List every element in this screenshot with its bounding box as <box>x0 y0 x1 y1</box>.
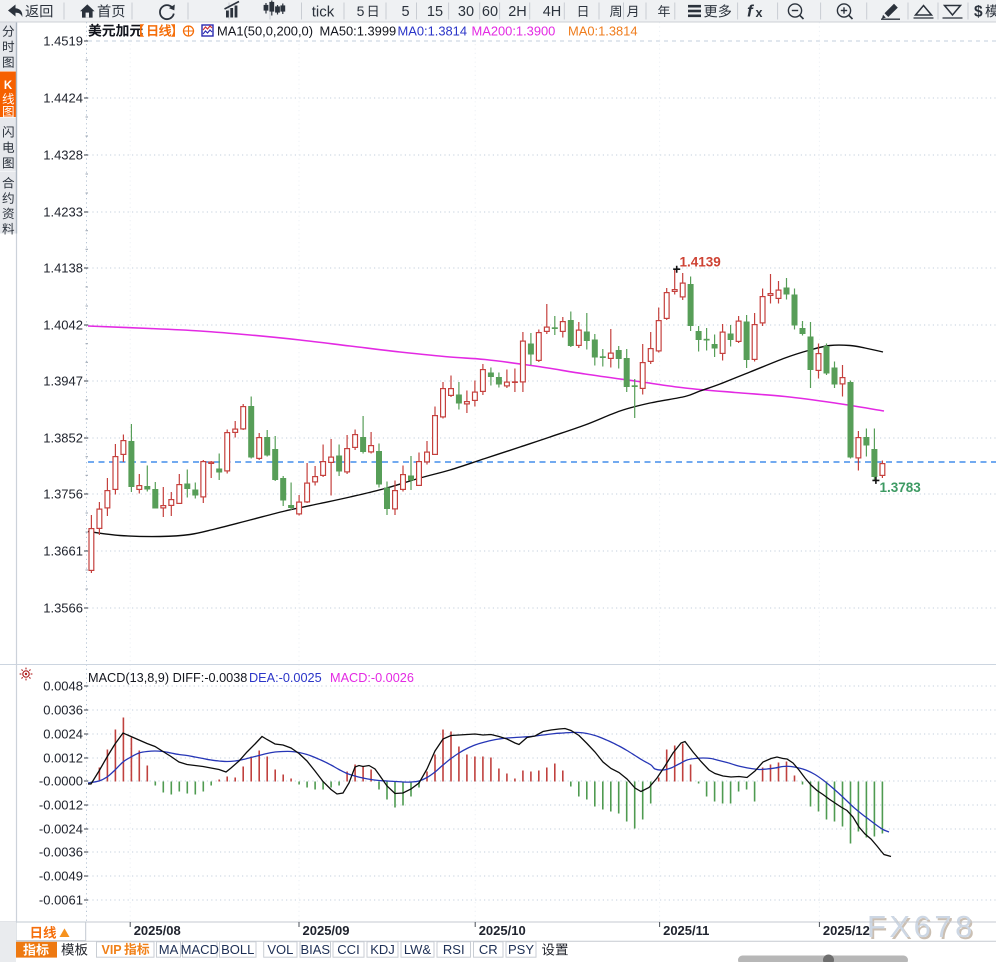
svg-text:1.3852: 1.3852 <box>43 431 83 446</box>
svg-text:4H: 4H <box>543 4 562 20</box>
svg-text:x: x <box>756 6 763 20</box>
svg-text:15: 15 <box>427 4 443 20</box>
svg-text:5: 5 <box>357 3 365 19</box>
svg-text:MA0:1.3814: MA0:1.3814 <box>398 24 468 39</box>
svg-text:1.3566: 1.3566 <box>43 601 83 616</box>
svg-text:1.4328: 1.4328 <box>43 148 83 163</box>
svg-text:BIAS: BIAS <box>300 942 330 957</box>
svg-text:0.0012: 0.0012 <box>43 751 83 766</box>
svg-text:5: 5 <box>401 4 409 20</box>
svg-text:-0.0024: -0.0024 <box>39 822 83 837</box>
svg-text:1.4424: 1.4424 <box>43 91 83 106</box>
svg-text:CR: CR <box>479 942 498 957</box>
svg-text:MACD(13,8,9) DIFF:-0.0038: MACD(13,8,9) DIFF:-0.0038 <box>88 671 247 685</box>
svg-text:-0.0061: -0.0061 <box>39 893 83 908</box>
svg-text:-0.0049: -0.0049 <box>39 869 83 884</box>
svg-text:0.0048: 0.0048 <box>43 679 83 694</box>
svg-text:2025/09: 2025/09 <box>303 923 350 938</box>
svg-text:1.4519: 1.4519 <box>43 34 83 49</box>
svg-text:f: f <box>747 2 755 21</box>
svg-text:-0.0012: -0.0012 <box>39 798 83 813</box>
svg-text:CCI: CCI <box>337 942 359 957</box>
svg-text:VOL: VOL <box>267 942 293 957</box>
svg-text:-0.0000: -0.0000 <box>39 774 83 789</box>
svg-text:2025/08: 2025/08 <box>134 923 181 938</box>
svg-text:MACD:-0.0026: MACD:-0.0026 <box>330 671 414 685</box>
svg-text:1.4139: 1.4139 <box>680 255 721 270</box>
svg-text:DEA:-0.0025: DEA:-0.0025 <box>249 671 322 685</box>
svg-text:1.3783: 1.3783 <box>880 480 922 495</box>
svg-text:2025/11: 2025/11 <box>663 923 709 938</box>
svg-text:FX678: FX678 <box>867 909 976 944</box>
svg-text:1.3947: 1.3947 <box>43 374 83 389</box>
svg-text:2025/10: 2025/10 <box>479 923 526 938</box>
svg-text:RSI: RSI <box>443 942 465 957</box>
svg-text:MA1(50,0,200,0): MA1(50,0,200,0) <box>217 24 313 39</box>
svg-text:LW&: LW& <box>404 942 432 957</box>
svg-text:$: $ <box>974 4 983 21</box>
svg-text:MA200:1.3900: MA200:1.3900 <box>472 24 556 39</box>
svg-text:60: 60 <box>482 4 498 20</box>
svg-text:tick: tick <box>312 3 335 20</box>
svg-text:1.4138: 1.4138 <box>43 261 83 276</box>
svg-text:1.3661: 1.3661 <box>43 544 83 559</box>
svg-text:PSY: PSY <box>508 942 534 957</box>
svg-text:FX678: FX678 <box>869 911 978 946</box>
svg-text:KDJ: KDJ <box>370 942 395 957</box>
svg-text:BOLL: BOLL <box>221 942 254 957</box>
svg-text:MACD: MACD <box>181 942 219 957</box>
svg-text:-0.0036: -0.0036 <box>39 845 83 860</box>
svg-text:MA: MA <box>159 942 179 957</box>
svg-text:1.3756: 1.3756 <box>43 487 83 502</box>
svg-text:1.4042: 1.4042 <box>43 318 83 333</box>
svg-text:K: K <box>4 80 13 92</box>
svg-text:MA0:1.3814: MA0:1.3814 <box>568 24 638 39</box>
svg-text:VIP: VIP <box>102 943 122 957</box>
svg-text:2H: 2H <box>508 4 527 20</box>
svg-text:0.0036: 0.0036 <box>43 703 83 718</box>
svg-text:MA50:1.3999: MA50:1.3999 <box>320 24 397 39</box>
svg-text:2025/12: 2025/12 <box>823 923 870 938</box>
svg-text:0.0024: 0.0024 <box>43 727 83 742</box>
svg-text:30: 30 <box>458 4 474 20</box>
svg-text:1.4233: 1.4233 <box>43 205 83 220</box>
